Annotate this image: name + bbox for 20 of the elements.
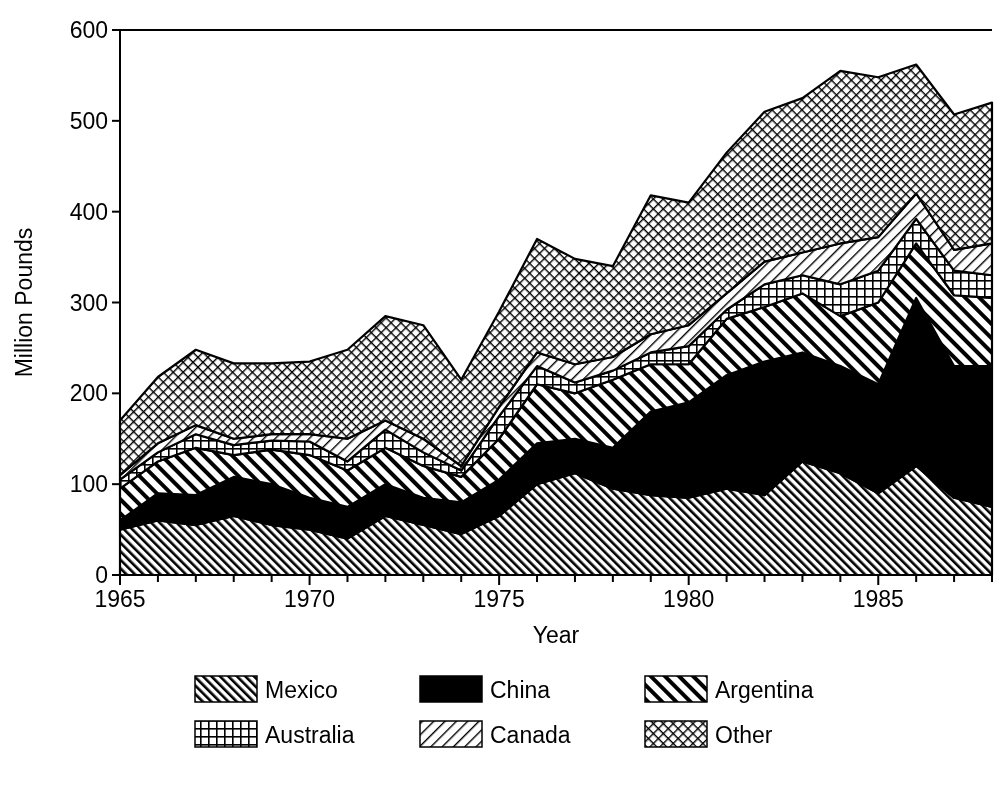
- y-tick-label: 100: [69, 471, 108, 498]
- legend-label: Mexico: [265, 677, 338, 704]
- legend-label: Argentina: [715, 677, 814, 704]
- x-axis-title: Year: [532, 622, 580, 648]
- x-tick-label: 1970: [283, 586, 336, 612]
- y-tick-label: 600: [69, 17, 108, 44]
- x-tick-label: 1975: [473, 586, 525, 612]
- y-tick-label: 200: [69, 380, 108, 407]
- legend-label: Other: [715, 722, 773, 749]
- legend-label: Australia: [265, 722, 355, 749]
- y-tick-label: 0: [95, 562, 108, 589]
- legend-label: Canada: [490, 722, 571, 749]
- x-tick-label: 1980: [663, 586, 715, 612]
- y-tick-label: 400: [69, 198, 108, 225]
- legend-label: China: [490, 677, 551, 704]
- y-axis-title: Million Pounds: [11, 227, 37, 378]
- x-tick-label: 1985: [852, 586, 904, 612]
- x-tick-label: 1965: [94, 586, 146, 612]
- y-tick-label: 300: [69, 289, 108, 316]
- y-tick-label: 500: [69, 107, 108, 134]
